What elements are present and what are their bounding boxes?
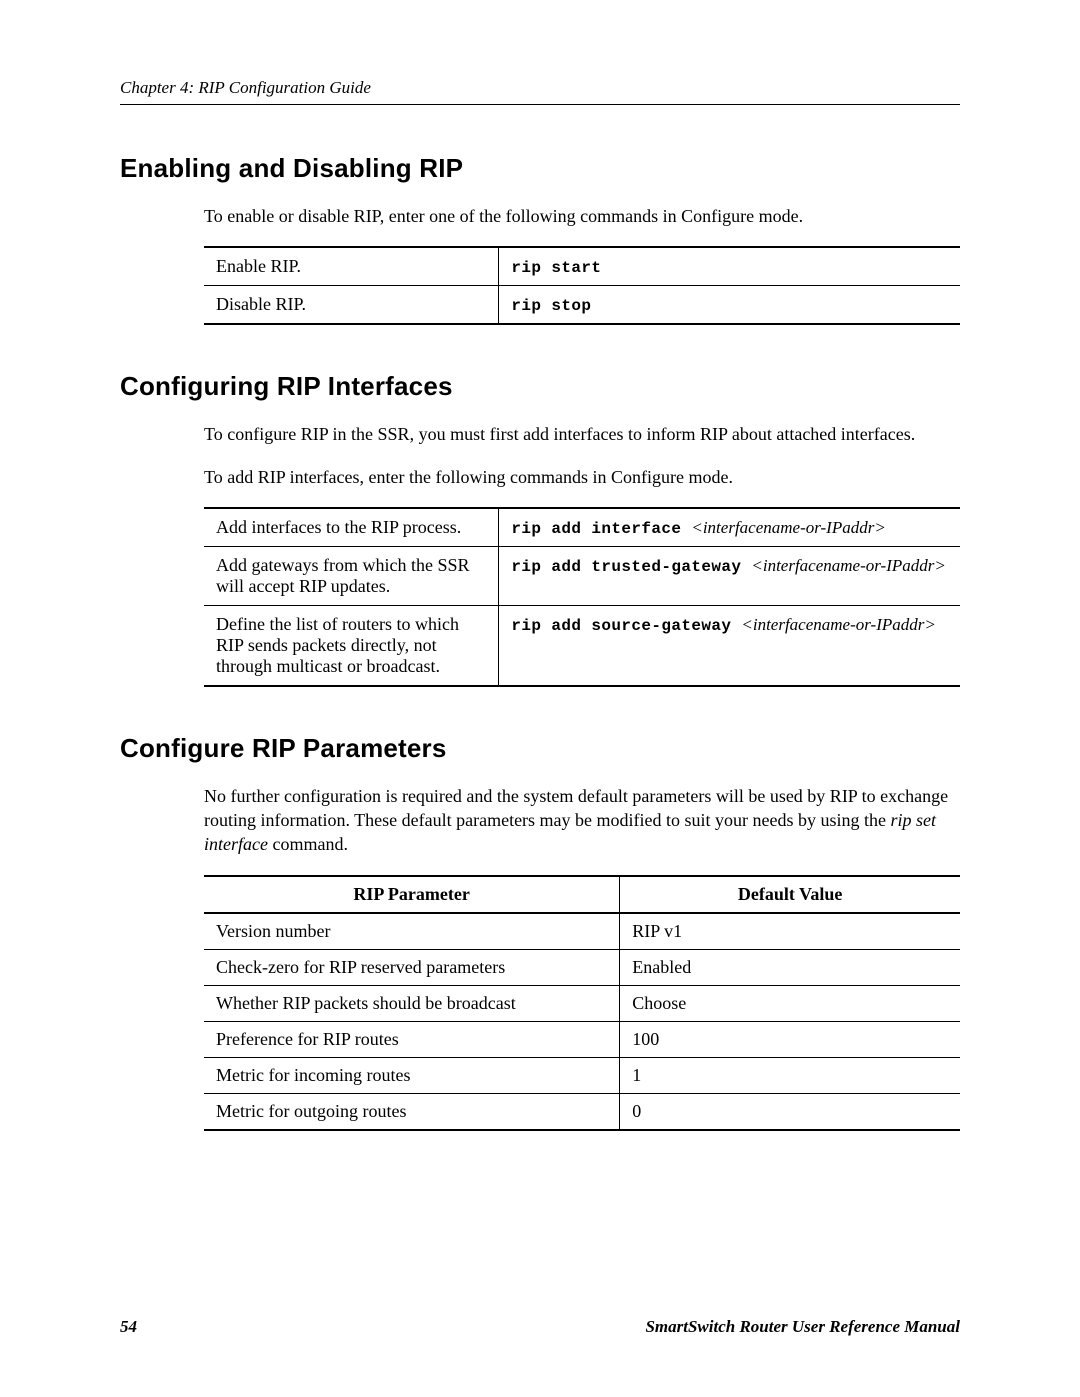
command-table-interfaces: Add interfaces to the RIP process. rip a… <box>204 507 960 687</box>
cell-command: rip add source-gateway <interfacename-or… <box>499 605 960 686</box>
table-row: Check-zero for RIP reserved parameters E… <box>204 949 960 985</box>
table-row: Metric for outgoing routes 0 <box>204 1093 960 1130</box>
cell-param: Check-zero for RIP reserved parameters <box>204 949 620 985</box>
manual-title: SmartSwitch Router User Reference Manual <box>645 1317 960 1337</box>
cell-desc: Enable RIP. <box>204 247 499 286</box>
table-row: Whether RIP packets should be broadcast … <box>204 985 960 1021</box>
cell-value: Choose <box>620 985 960 1021</box>
cell-param: Whether RIP packets should be broadcast <box>204 985 620 1021</box>
heading-configuring-rip-interfaces: Configuring RIP Interfaces <box>120 371 960 402</box>
paragraph: To configure RIP in the SSR, you must fi… <box>204 422 960 446</box>
command-text: rip stop <box>511 297 591 315</box>
page-footer: 54 SmartSwitch Router User Reference Man… <box>120 1317 960 1337</box>
table-row: Add gateways from which the SSR will acc… <box>204 546 960 605</box>
cell-param: Preference for RIP routes <box>204 1021 620 1057</box>
cell-value: 1 <box>620 1057 960 1093</box>
command-arg: <interfacename-or-IPaddr> <box>751 556 945 575</box>
table-row: Disable RIP. rip stop <box>204 286 960 325</box>
running-head: Chapter 4: RIP Configuration Guide <box>120 78 960 105</box>
paragraph: No further configuration is required and… <box>204 784 960 857</box>
text: command. <box>268 834 348 854</box>
command-table-enable-disable: Enable RIP. rip start Disable RIP. rip s… <box>204 246 960 325</box>
cell-value: RIP v1 <box>620 913 960 950</box>
section-enabling-disabling-rip: Enabling and Disabling RIP To enable or … <box>120 153 960 325</box>
paragraph: To add RIP interfaces, enter the followi… <box>204 465 960 489</box>
table-row: Preference for RIP routes 100 <box>204 1021 960 1057</box>
table-row: Define the list of routers to which RIP … <box>204 605 960 686</box>
table-row: Enable RIP. rip start <box>204 247 960 286</box>
cell-command: rip start <box>499 247 960 286</box>
cell-param: Metric for incoming routes <box>204 1057 620 1093</box>
cell-command: rip add interface <interfacename-or-IPad… <box>499 508 960 547</box>
cell-command: rip add trusted-gateway <interfacename-o… <box>499 546 960 605</box>
cell-value: 100 <box>620 1021 960 1057</box>
command-text: rip add interface <box>511 520 691 538</box>
cell-param: Version number <box>204 913 620 950</box>
command-arg: <interfacename-or-IPaddr> <box>691 518 885 537</box>
heading-enabling-disabling-rip: Enabling and Disabling RIP <box>120 153 960 184</box>
cell-value: 0 <box>620 1093 960 1130</box>
heading-configure-rip-parameters: Configure RIP Parameters <box>120 733 960 764</box>
paragraph: To enable or disable RIP, enter one of t… <box>204 204 960 228</box>
section-configuring-rip-interfaces: Configuring RIP Interfaces To configure … <box>120 371 960 687</box>
section-body: To configure RIP in the SSR, you must fi… <box>204 422 960 687</box>
table-header-row: RIP Parameter Default Value <box>204 876 960 913</box>
command-text: rip add trusted-gateway <box>511 558 751 576</box>
cell-desc: Add interfaces to the RIP process. <box>204 508 499 547</box>
table-row: Version number RIP v1 <box>204 913 960 950</box>
table-row: Metric for incoming routes 1 <box>204 1057 960 1093</box>
cell-desc: Disable RIP. <box>204 286 499 325</box>
page-content: Enabling and Disabling RIP To enable or … <box>120 153 960 1131</box>
section-body: To enable or disable RIP, enter one of t… <box>204 204 960 325</box>
command-text: rip start <box>511 259 601 277</box>
command-text: rip add source-gateway <box>511 617 741 635</box>
parameters-table: RIP Parameter Default Value Version numb… <box>204 875 960 1131</box>
table-row: Add interfaces to the RIP process. rip a… <box>204 508 960 547</box>
page-number: 54 <box>120 1317 137 1337</box>
page: Chapter 4: RIP Configuration Guide Enabl… <box>0 0 1080 1397</box>
header-default-value: Default Value <box>620 876 960 913</box>
cell-param: Metric for outgoing routes <box>204 1093 620 1130</box>
command-arg: <interfacename-or-IPaddr> <box>741 615 935 634</box>
section-body: No further configuration is required and… <box>204 784 960 1131</box>
text: No further configuration is required and… <box>204 786 948 830</box>
cell-value: Enabled <box>620 949 960 985</box>
section-configure-rip-parameters: Configure RIP Parameters No further conf… <box>120 733 960 1131</box>
cell-desc: Define the list of routers to which RIP … <box>204 605 499 686</box>
cell-command: rip stop <box>499 286 960 325</box>
cell-desc: Add gateways from which the SSR will acc… <box>204 546 499 605</box>
header-rip-parameter: RIP Parameter <box>204 876 620 913</box>
